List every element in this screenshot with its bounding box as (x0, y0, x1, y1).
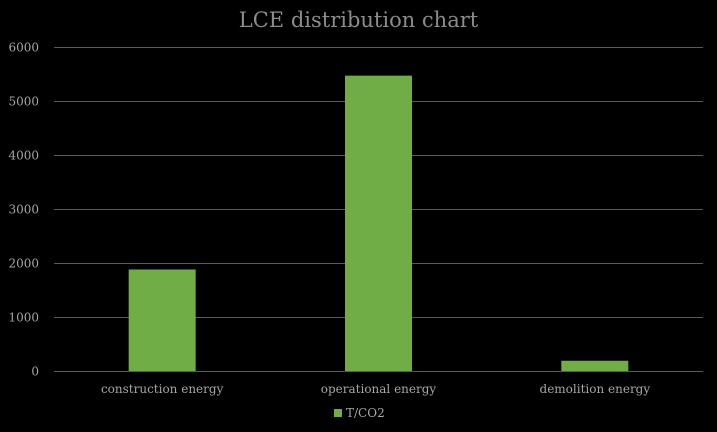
category-label: demolition energy (540, 382, 651, 396)
y-tick-label: 2000 (8, 257, 39, 271)
y-tick-label: 1000 (8, 311, 39, 325)
legend: T/CO2 (334, 406, 385, 420)
bar-operational-energy (345, 75, 412, 372)
y-tick-label: 6000 (8, 41, 39, 55)
y-tick-label: 4000 (8, 149, 39, 163)
bars (128, 75, 629, 372)
category-label: construction energy (101, 382, 224, 396)
legend-swatch (334, 409, 342, 417)
x-axis-categories: construction energy operational energy dem… (101, 382, 650, 396)
legend-label: T/CO2 (346, 406, 385, 420)
chart-title: LCE distribution chart (239, 8, 479, 32)
y-tick-label: 3000 (8, 203, 39, 217)
bar-demolition-energy (561, 360, 629, 371)
bar-construction-energy (128, 269, 196, 371)
category-label: operational energy (321, 382, 437, 396)
y-tick-label: 0 (31, 365, 39, 379)
y-tick-label: 5000 (8, 95, 39, 109)
y-axis-ticks: 0 1000 2000 3000 4000 5000 6000 (8, 41, 39, 379)
